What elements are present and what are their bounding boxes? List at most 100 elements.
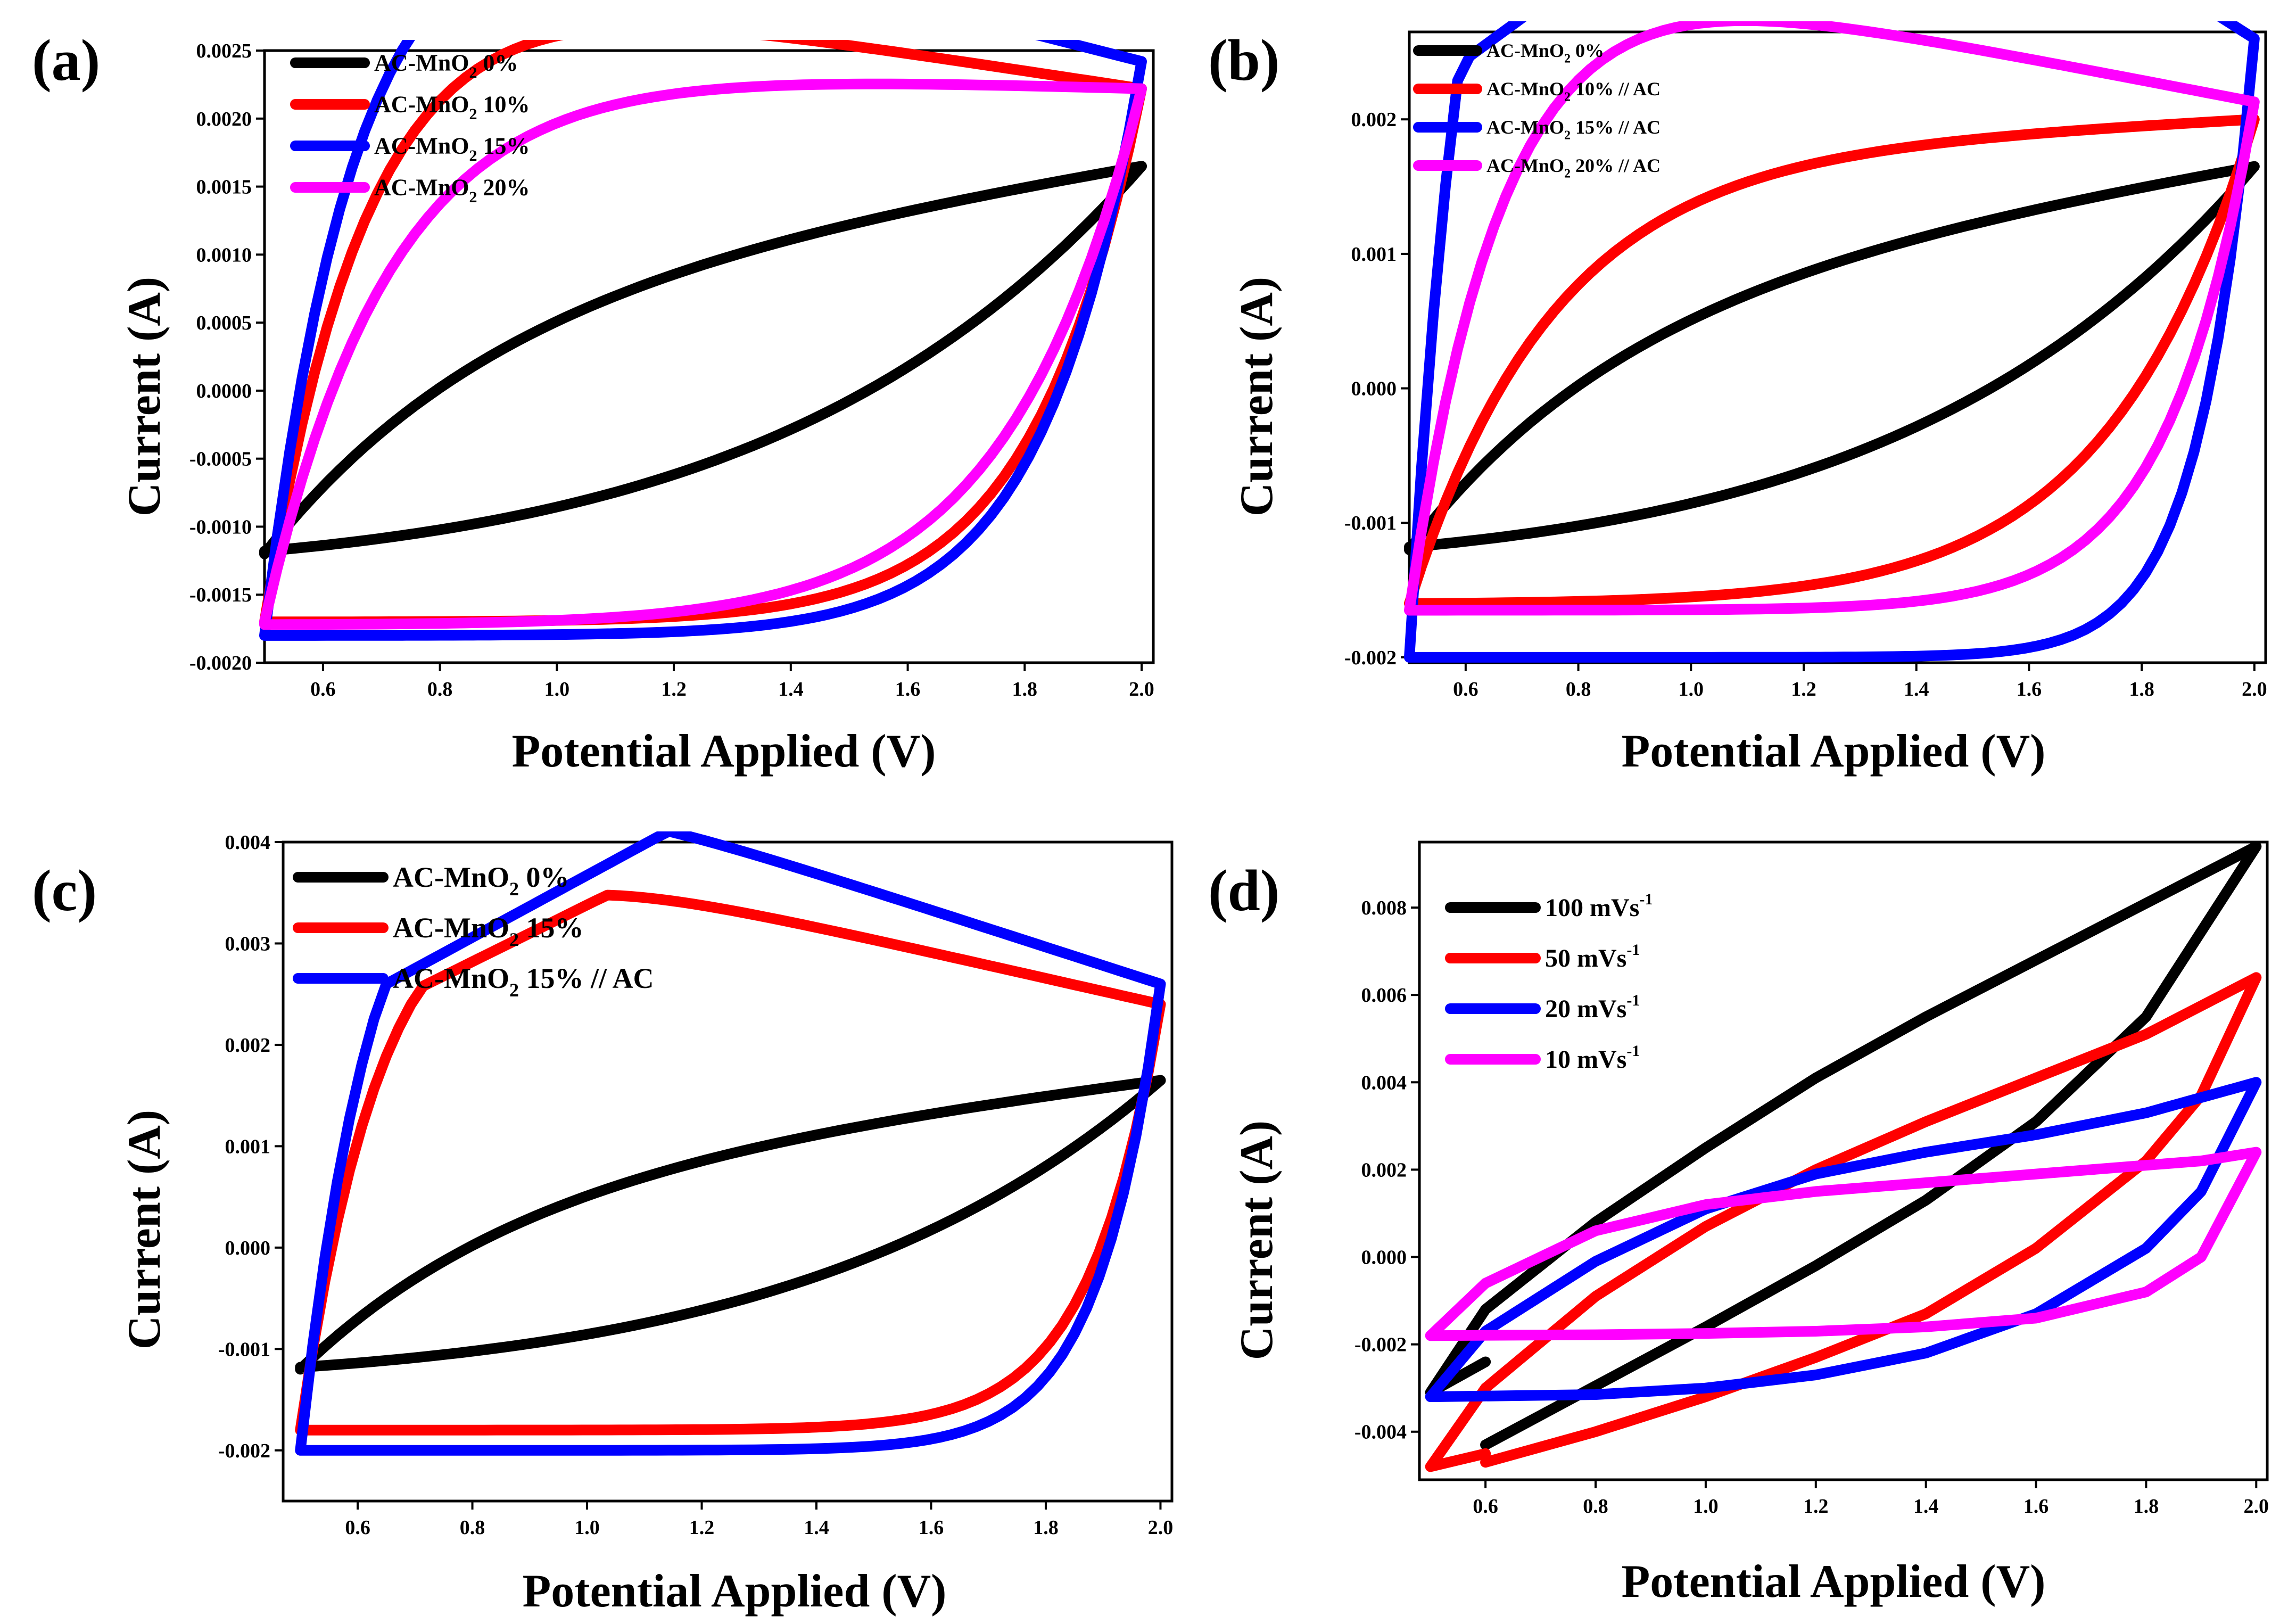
y-tick-label: 0.0010 [196, 244, 252, 266]
legend-entry: AC-MnO2 10% [374, 92, 530, 123]
x-tick-label: 2.0 [1129, 678, 1154, 700]
x-tick-label: 1.2 [689, 1516, 715, 1539]
series-line [295, 831, 1166, 1456]
x-tick-label: 0.6 [1473, 1495, 1498, 1518]
x-tick-label: 0.6 [310, 678, 336, 700]
y-tick-label: 0.002 [225, 1034, 271, 1057]
legend-entry: AC-MnO2 20% // AC [1486, 155, 1661, 181]
series-line [1425, 972, 2262, 1472]
x-tick-label: 1.4 [804, 1516, 829, 1539]
series-line [259, 40, 1147, 641]
y-axis-title: Current (A) [1231, 277, 1283, 516]
y-axis-title: Current (A) [119, 1110, 170, 1349]
y-tick-label: 0.000 [1361, 1247, 1407, 1269]
x-tick-label: 1.6 [895, 678, 921, 700]
x-axis-title: Potential Applied (V) [523, 1565, 947, 1617]
y-tick-label: 0.008 [1361, 897, 1407, 919]
x-tick-label: 1.8 [2129, 678, 2154, 700]
legend-entry: 20 mVs-1 [1545, 992, 1640, 1023]
y-axis-title: Current (A) [1231, 1120, 1283, 1360]
x-tick-label: 0.6 [1453, 678, 1478, 700]
y-tick-label: -0.0020 [189, 652, 252, 674]
series-line [1425, 1077, 2262, 1403]
legend-entry: AC-MnO2 15% [374, 133, 530, 165]
legend-entry: AC-MnO2 15% // AC [1486, 117, 1661, 143]
x-tick-label: 1.4 [1904, 678, 1929, 700]
y-tick-label: 0.002 [1361, 1159, 1407, 1181]
y-tick-label: 0.000 [225, 1237, 271, 1259]
series-line [295, 1075, 1166, 1375]
x-axis-title: Potential Applied (V) [1622, 726, 2046, 777]
y-tick-label: -0.0015 [189, 584, 252, 606]
x-tick-label: 1.6 [2017, 678, 2042, 700]
panel-label: (b) [1208, 28, 1279, 93]
panel-label: (c) [32, 858, 97, 923]
legend-entry: AC-MnO2 15% [393, 912, 583, 950]
x-tick-label: 1.2 [661, 678, 687, 700]
legend-entry: AC-MnO2 0% [393, 861, 569, 900]
x-tick-label: 1.0 [574, 1516, 600, 1539]
legend-entry: AC-MnO2 15% // AC [393, 962, 654, 1001]
y-tick-label: -0.001 [218, 1338, 270, 1361]
series-line [1404, 21, 2260, 663]
panel-c: (c) Current (A) Potential Applied (V) 0.… [32, 831, 1174, 1617]
series-line [1404, 21, 2260, 616]
y-tick-label: 0.0015 [196, 176, 252, 199]
legend-entry: AC-MnO2 10% // AC [1486, 78, 1661, 104]
x-tick-label: 1.6 [919, 1516, 944, 1539]
series-line [259, 161, 1147, 559]
y-tick-label: 0.004 [1361, 1071, 1407, 1094]
y-tick-label: 0.0000 [196, 380, 252, 402]
x-tick-label: 0.8 [460, 1516, 485, 1539]
panel-a: (a) Current (A) Potential Applied (V) 0.… [32, 28, 1155, 777]
x-axis-title: Potential Applied (V) [512, 726, 936, 777]
x-tick-label: 2.0 [1148, 1516, 1174, 1539]
x-tick-label: 1.0 [544, 678, 570, 700]
y-tick-label: 0.000 [1351, 378, 1397, 400]
x-tick-label: 1.6 [2023, 1495, 2049, 1518]
x-tick-label: 0.6 [345, 1516, 370, 1539]
series-line [1425, 1147, 2262, 1341]
x-tick-label: 1.8 [1033, 1516, 1059, 1539]
x-tick-label: 2.0 [2242, 678, 2267, 700]
series-line [259, 78, 1147, 630]
y-tick-label: -0.001 [1344, 512, 1397, 534]
y-tick-label: 0.003 [225, 933, 271, 955]
panel-label: (a) [32, 28, 100, 93]
x-tick-label: 1.8 [2134, 1495, 2159, 1518]
x-tick-label: 2.0 [2244, 1495, 2269, 1518]
x-tick-label: 0.8 [1583, 1495, 1608, 1518]
y-tick-label: -0.0010 [189, 516, 252, 538]
panel-b: (b) Current (A) Potential Applied (V) 0.… [1208, 21, 2267, 777]
series-line [1404, 161, 2260, 555]
y-tick-label: 0.0005 [196, 312, 252, 334]
y-tick-label: -0.004 [1354, 1421, 1407, 1444]
panel-d: (d) Current (A) Potential Applied (V) 0.… [1208, 840, 2269, 1607]
x-tick-label: 0.8 [1566, 678, 1591, 700]
y-axis-title: Current (A) [119, 277, 170, 516]
y-tick-label: -0.0005 [189, 448, 252, 471]
x-tick-label: 1.8 [1012, 678, 1038, 700]
x-tick-label: 1.4 [1913, 1495, 1939, 1518]
y-tick-label: 0.004 [225, 831, 271, 854]
y-tick-label: -0.002 [218, 1440, 270, 1462]
y-tick-label: 0.002 [1351, 109, 1397, 131]
y-tick-label: -0.002 [1354, 1334, 1407, 1356]
legend-entry: 100 mVs-1 [1545, 891, 1653, 922]
x-tick-label: 1.2 [1791, 678, 1816, 700]
legend-entry: 10 mVs-1 [1545, 1042, 1640, 1074]
y-tick-label: 0.0025 [196, 40, 252, 62]
plot-frame [263, 49, 1155, 664]
x-tick-label: 0.8 [427, 678, 453, 700]
legend-entry: AC-MnO2 0% [1486, 40, 1604, 66]
y-tick-label: 0.006 [1361, 984, 1407, 1007]
x-tick-label: 1.4 [778, 678, 804, 700]
y-tick-label: 0.0020 [196, 108, 252, 130]
x-tick-label: 1.0 [1693, 1495, 1719, 1518]
y-tick-label: -0.002 [1344, 647, 1397, 669]
y-tick-label: 0.001 [1351, 243, 1397, 266]
y-tick-label: 0.001 [225, 1135, 271, 1158]
panel-label: (d) [1208, 858, 1279, 923]
